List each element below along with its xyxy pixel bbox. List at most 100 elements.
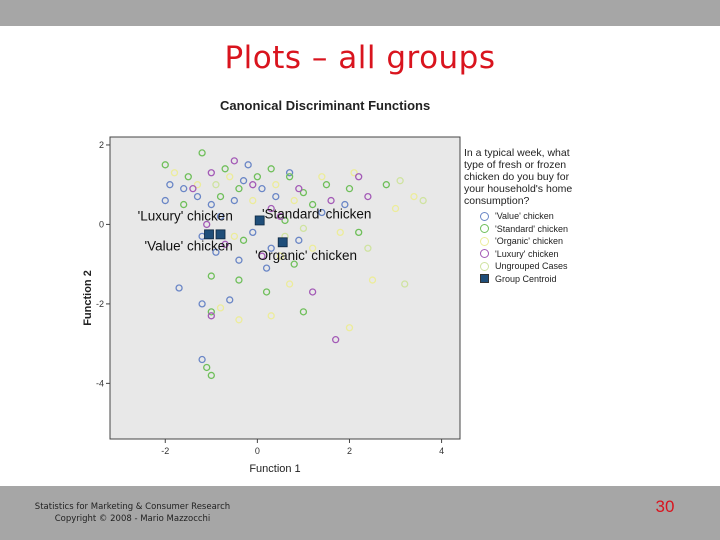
circle-marker-icon xyxy=(480,249,489,259)
scatter-point xyxy=(216,212,225,221)
x-tick-label: 0 xyxy=(255,446,260,456)
scatter-point xyxy=(382,181,390,189)
circle-marker-icon xyxy=(480,211,489,221)
scatter-point xyxy=(308,288,317,296)
scatter-point xyxy=(244,161,252,169)
scatter-point xyxy=(239,177,248,185)
scatter-point xyxy=(267,165,275,173)
plot-area xyxy=(109,136,461,440)
legend-label: 'Organic' chicken xyxy=(495,236,563,247)
slide-title: Plots – all groups xyxy=(224,40,496,76)
legend-label: Ungrouped Cases xyxy=(495,261,568,272)
scatter-point xyxy=(189,185,197,193)
legend-item: 'Organic' chicken xyxy=(464,235,594,248)
scatter-point xyxy=(295,185,303,193)
scatter-point xyxy=(308,244,317,252)
scatter-point xyxy=(207,371,215,380)
scatter-point xyxy=(226,296,234,304)
footer-line-2: Copyright © 2008 - Mario Mazzocchi xyxy=(54,514,211,524)
scatter-point xyxy=(276,252,285,260)
scatter-point xyxy=(285,173,294,181)
scatter-point xyxy=(193,192,202,201)
scatter-point xyxy=(198,355,206,364)
scatter-point xyxy=(267,312,275,320)
footer-line-1: Statistics for Marketing & Consumer Rese… xyxy=(34,502,231,512)
scatter-point xyxy=(207,272,215,280)
scatter-point xyxy=(355,228,363,237)
scatter-point xyxy=(290,196,298,205)
scatter-point xyxy=(180,200,188,209)
scatter-point xyxy=(207,308,215,316)
scatter-point xyxy=(281,216,289,225)
group-label: 'Luxury' chicken xyxy=(138,208,233,223)
scatter-point xyxy=(221,240,229,248)
scatter-point xyxy=(235,276,243,284)
scatter-point xyxy=(318,208,326,217)
scatter-point xyxy=(216,304,225,312)
scatter-point xyxy=(336,228,344,237)
scatter-point xyxy=(327,196,335,205)
scatter-point xyxy=(230,196,238,205)
y-tick-label: 0 xyxy=(99,219,104,229)
circle-marker-icon xyxy=(480,236,489,246)
scatter-point xyxy=(396,177,404,185)
scatter-point xyxy=(161,161,169,169)
circle-marker-icon xyxy=(480,224,489,234)
x-tick-label: 4 xyxy=(439,446,444,456)
scatter-point xyxy=(267,204,275,213)
legend-item: 'Luxury' chicken xyxy=(464,248,594,261)
centroid-point xyxy=(277,237,288,248)
scatter-point xyxy=(235,256,243,264)
scatter-point xyxy=(198,149,206,157)
scatter-point xyxy=(235,316,243,324)
scatter-point xyxy=(355,173,363,181)
scatter-point xyxy=(299,224,308,233)
centroid-point xyxy=(204,229,214,240)
scatter-point xyxy=(364,192,372,201)
legend-label: 'Value' chicken xyxy=(495,211,554,222)
scatter-point xyxy=(419,196,427,205)
centroid-point xyxy=(215,229,226,240)
scatter-point xyxy=(322,181,331,189)
scatter-point xyxy=(272,192,280,201)
scatter-point xyxy=(285,169,294,177)
scatter-point xyxy=(212,248,220,256)
legend-item: 'Standard' chicken xyxy=(464,223,594,236)
legend-label: 'Standard' chicken xyxy=(495,223,568,234)
legend-item: Ungrouped Cases xyxy=(464,260,594,273)
scatter-point xyxy=(318,173,326,181)
chart-title: Canonical Discriminant Functions xyxy=(220,98,431,113)
scatter-point xyxy=(267,244,275,252)
scatter-chart: 2 0 -2 -4 -2 0 2 4 Function 1 Function 2 'Luxury' … xyxy=(82,136,461,475)
scatter-point xyxy=(175,284,183,292)
scatter-point xyxy=(401,280,409,288)
scatter-point xyxy=(345,185,354,193)
group-label: 'Organic' chicken xyxy=(255,248,357,263)
x-tick-label: 2 xyxy=(347,446,352,456)
scatter-point xyxy=(230,157,238,165)
page-number: 30 xyxy=(655,497,675,516)
scatter-point xyxy=(198,300,206,308)
legend-label: 'Luxury' chicken xyxy=(495,248,559,259)
scatter-point xyxy=(161,196,169,205)
scatter-point xyxy=(166,181,174,189)
scatter-point xyxy=(258,252,266,260)
scatter-point xyxy=(235,185,243,193)
y-axis-label: Function 2 xyxy=(82,270,94,326)
legend-title: In a typical week, what type of fresh or… xyxy=(464,147,573,207)
scatter-point xyxy=(249,181,257,189)
scatter-point xyxy=(308,200,317,209)
footer-text: Statistics for Marketing & Consumer Rese… xyxy=(20,501,245,525)
group-label: 'Value' chicken xyxy=(145,238,233,253)
scatter-point xyxy=(410,192,418,201)
scatter-point xyxy=(203,220,211,229)
chart-legend: In a typical week, what type of fresh or… xyxy=(464,147,594,285)
scatter-point xyxy=(230,232,238,240)
scatter-point xyxy=(207,312,215,320)
scatter-point xyxy=(239,236,248,244)
legend-label: Group Centroid xyxy=(495,273,557,284)
x-axis-label: Function 1 xyxy=(249,463,300,475)
scatter-point xyxy=(262,288,271,296)
scatter-point xyxy=(249,196,257,205)
footer-bar xyxy=(0,486,720,540)
